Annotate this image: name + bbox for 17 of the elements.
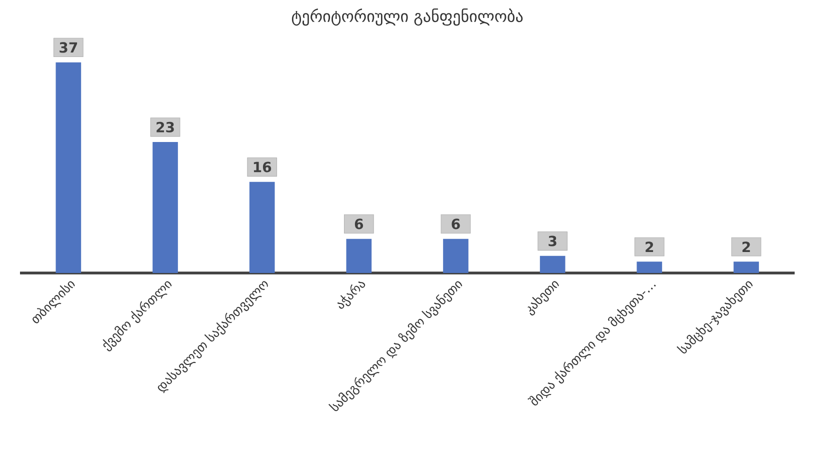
data-label: 2 [742, 242, 750, 252]
data-label: 3 [548, 236, 556, 246]
bar [56, 62, 82, 273]
bar [443, 238, 468, 273]
bar [540, 256, 566, 273]
bar [734, 262, 759, 273]
bar [152, 142, 178, 273]
bar [636, 262, 662, 273]
data-label: 6 [452, 218, 460, 230]
data-label: 2 [646, 242, 654, 252]
data-label: 37 [60, 42, 78, 53]
chart-title: ტერიტორიული განფენილობა [292, 8, 523, 26]
data-label: 23 [156, 122, 174, 132]
data-label: 6 [354, 218, 364, 230]
bar [249, 182, 275, 273]
bar [346, 238, 372, 273]
data-label: 16 [254, 162, 272, 172]
